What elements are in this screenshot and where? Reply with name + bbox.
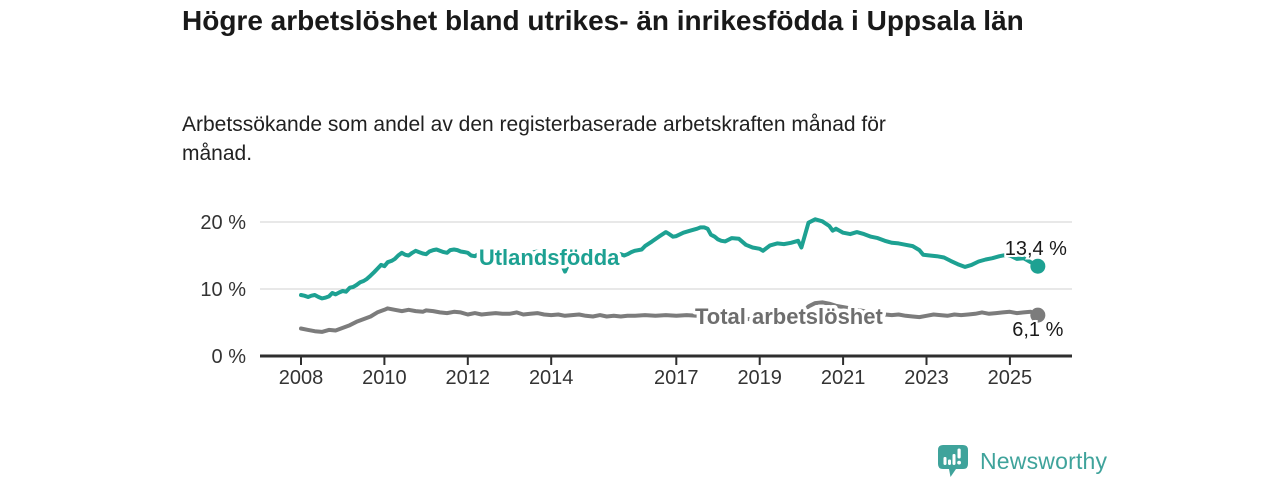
series-label-total: Total arbetslöshet: [695, 304, 884, 329]
end-dot-utlandsfodda: [1030, 258, 1046, 274]
x-axis-tick-label: 2012: [446, 367, 491, 389]
y-axis-tick-label: 0 %: [212, 346, 247, 368]
x-axis-tick-label: 2014: [529, 367, 574, 389]
x-axis-tick-label: 2019: [737, 367, 782, 389]
brand-name: Newsworthy: [980, 447, 1108, 474]
series-label-utlandsfodda: Utlandsfödda: [479, 245, 620, 270]
x-axis-tick-label: 2021: [821, 367, 866, 389]
end-value-label-utlandsfodda: 13,4 %: [1005, 238, 1067, 260]
brand-footer: Newsworthy: [936, 443, 1107, 479]
chart-title: Högre arbetslöshet bland utrikes- än inr…: [182, 5, 1024, 36]
x-axis-tick-label: 2017: [654, 367, 699, 389]
series-line-total: [299, 300, 1040, 334]
x-axis-tick-label: 2023: [904, 367, 949, 389]
end-dot-total: [1030, 307, 1046, 323]
end-value-label-total: 6,1 %: [1012, 319, 1063, 341]
y-axis-tick-label: 10 %: [200, 279, 246, 301]
x-axis-tick-label: 2025: [988, 367, 1033, 389]
series-line-utlandsfodda: [299, 217, 1040, 301]
chart-subtitle: Arbetssökande som andel av den registerb…: [182, 113, 886, 165]
y-axis-tick-label: 20 %: [200, 212, 246, 234]
x-axis-tick-label: 2010: [362, 367, 407, 389]
newsworthy-logo-icon: [938, 445, 968, 477]
x-axis-tick-label: 2008: [279, 367, 324, 389]
